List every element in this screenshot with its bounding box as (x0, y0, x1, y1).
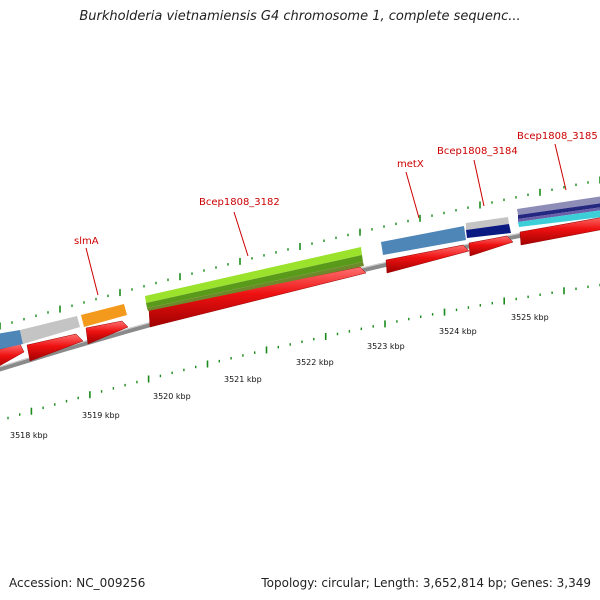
kbp-label: 3521 kbp (224, 375, 262, 384)
cyan-feature-band[interactable] (518, 209, 600, 227)
steel-blue-feature-band[interactable] (381, 226, 466, 255)
upper-tick-row (0, 176, 600, 330)
gene-labels: slmA Bcep1808_3182 metX Bcep1808_3184 Bc… (74, 131, 598, 247)
gene-label-bcep1808-3182[interactable]: Bcep1808_3182 (199, 197, 280, 208)
green-feature-band[interactable] (146, 255, 363, 308)
olive-feature-band[interactable] (147, 262, 364, 311)
red-gene-arrow[interactable] (85, 320, 129, 345)
callout-line (405, 171, 420, 219)
feature-bands (0, 195, 600, 351)
kbp-label: 3520 kbp (153, 392, 191, 401)
callout-line (554, 143, 567, 191)
lavender-feature-band[interactable] (517, 195, 600, 215)
blue-feature-band[interactable] (0, 330, 23, 351)
light-gray-feature-band[interactable] (466, 217, 509, 230)
red-gene-arrow[interactable] (26, 333, 84, 362)
callout-line (233, 211, 249, 257)
gene-label-bcep1808-3185[interactable]: Bcep1808_3185 (517, 131, 598, 142)
red-gene-arrow[interactable] (468, 235, 514, 257)
navy-feature-band[interactable] (466, 224, 511, 238)
purple-stripe-band[interactable] (518, 206, 600, 222)
kbp-label: 3524 kbp (439, 327, 477, 336)
red-gene-arrow[interactable] (385, 244, 470, 274)
orange-feature-band[interactable] (81, 304, 127, 327)
map-title: Burkholderia vietnamiensis G4 chromosome… (79, 9, 521, 24)
gene-label-bcep1808-3184[interactable]: Bcep1808_3184 (437, 146, 518, 157)
gene-label-metx[interactable]: metX (397, 159, 424, 170)
accession-text: Accession: NC_009256 (9, 576, 146, 590)
gene-label-slmA[interactable]: slmA (74, 236, 99, 247)
lime-feature-band[interactable] (145, 247, 362, 303)
kbp-label: 3518 kbp (10, 431, 48, 440)
kbp-label: 3525 kbp (511, 313, 549, 322)
kbp-label: 3522 kbp (296, 358, 334, 367)
kbp-scale-labels: 3518 kbp 3519 kbp 3520 kbp 3521 kbp 3522… (10, 313, 549, 440)
navy-stripe-band[interactable] (518, 202, 600, 219)
callout-line (85, 247, 99, 296)
red-gene-arrow[interactable] (519, 216, 600, 246)
lower-tick-row (7, 283, 600, 420)
kbp-label: 3519 kbp (82, 411, 120, 420)
label-callouts (85, 143, 567, 296)
gray-feature-band[interactable] (20, 316, 80, 344)
kbp-label: 3523 kbp (367, 342, 405, 351)
genome-summary-text: Topology: circular; Length: 3,652,814 bp… (261, 576, 591, 590)
callout-line (473, 159, 485, 207)
